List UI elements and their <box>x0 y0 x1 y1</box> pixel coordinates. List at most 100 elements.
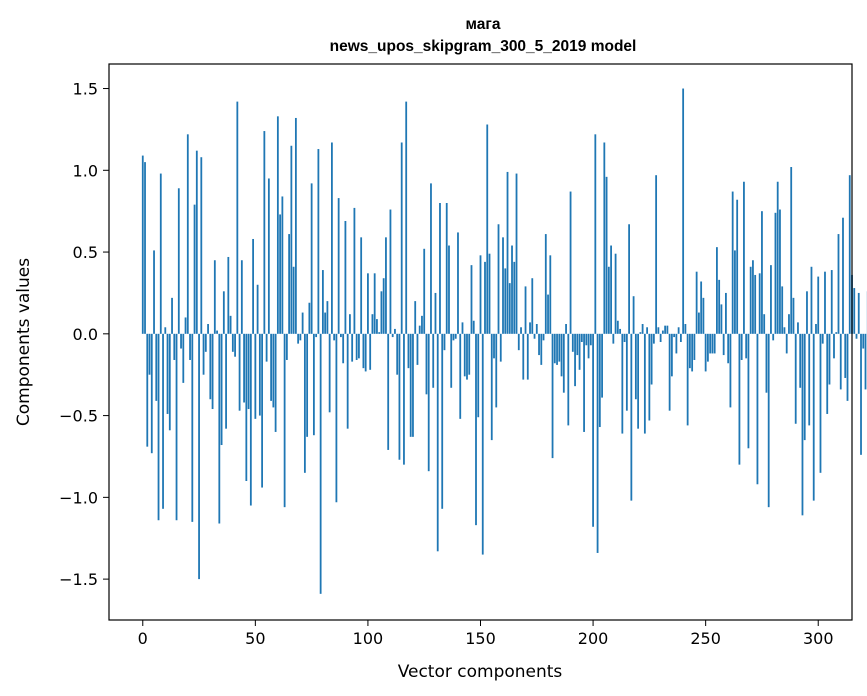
bar-308 <box>835 332 838 334</box>
bar-113 <box>396 333 399 375</box>
bar-192 <box>574 333 576 387</box>
x-tick-label: 150 <box>465 629 496 648</box>
bar-130 <box>434 292 437 334</box>
bar-57 <box>270 333 273 401</box>
bar-299 <box>815 324 817 334</box>
bar-87 <box>337 198 340 334</box>
bar-311 <box>842 217 844 334</box>
bar-224 <box>646 327 649 334</box>
bar-32 <box>213 260 216 334</box>
bar-136 <box>448 245 450 334</box>
bar-223 <box>643 333 646 434</box>
bar-92 <box>349 314 351 334</box>
bar-175 <box>535 324 538 334</box>
bar-120 <box>412 333 414 437</box>
bar-178 <box>542 333 545 341</box>
bar-59 <box>274 333 277 432</box>
bar-256 <box>718 279 721 334</box>
bar-75 <box>310 183 313 334</box>
bar-144 <box>466 333 468 380</box>
y-tick-label: −0.5 <box>59 407 98 426</box>
bar-280 <box>772 333 775 341</box>
bar-55 <box>265 333 268 362</box>
bar-199 <box>589 333 592 346</box>
bar-245 <box>693 333 696 360</box>
bar-45 <box>243 333 245 403</box>
bar-8 <box>159 173 162 334</box>
y-axis-ticks: −1.5 −1.0 −0.5 0.0 0.5 1.0 1.5 <box>59 80 109 589</box>
bar-286 <box>785 333 788 354</box>
bar-316 <box>853 288 856 334</box>
bar-49 <box>252 238 254 334</box>
bar-70 <box>299 333 302 341</box>
bar-3 <box>148 333 151 375</box>
bar-177 <box>540 333 543 365</box>
bar-310 <box>839 333 842 390</box>
bar-234 <box>668 333 671 411</box>
bar-105 <box>378 332 381 334</box>
bar-290 <box>794 333 797 424</box>
bar-279 <box>770 265 772 334</box>
bar-72 <box>303 333 306 473</box>
bar-152 <box>484 261 486 334</box>
bar-28 <box>204 333 207 352</box>
bar-98 <box>362 333 365 369</box>
bar-142 <box>461 322 464 334</box>
bar-251 <box>707 333 709 362</box>
bar-109 <box>387 333 390 450</box>
bar-135 <box>445 203 448 334</box>
bar-217 <box>630 333 633 501</box>
bar-1 <box>144 162 146 334</box>
bar-118 <box>407 333 410 369</box>
bar-239 <box>679 333 682 342</box>
bar-243 <box>688 333 691 369</box>
bar-160 <box>502 237 504 334</box>
x-tick-label: 50 <box>245 629 265 648</box>
bar-300 <box>817 276 820 334</box>
bar-244 <box>691 333 694 372</box>
bar-294 <box>803 333 806 441</box>
bar-321 <box>864 333 867 390</box>
bar-126 <box>425 333 428 395</box>
bar-255 <box>716 247 718 334</box>
bar-36 <box>222 291 225 334</box>
bar-208 <box>610 245 612 334</box>
chart-title: мага <box>466 16 501 33</box>
bar-122 <box>416 333 419 365</box>
bar-166 <box>515 173 518 334</box>
bar-210 <box>614 253 617 334</box>
bar-63 <box>283 333 286 508</box>
bar-74 <box>308 302 311 334</box>
bar-181 <box>549 255 552 334</box>
bar-285 <box>783 327 786 334</box>
bar-262 <box>731 191 734 334</box>
bar-305 <box>828 333 831 385</box>
bar-191 <box>571 333 574 352</box>
bar-195 <box>580 333 583 342</box>
bar-261 <box>729 333 732 408</box>
bar-238 <box>677 327 680 334</box>
bar-167 <box>517 333 520 351</box>
bar-83 <box>328 333 331 413</box>
bar-17 <box>180 333 182 349</box>
bar-146 <box>470 265 473 334</box>
bar-99 <box>364 333 367 372</box>
bar-301 <box>819 333 822 473</box>
bar-111 <box>391 333 394 338</box>
bar-237 <box>675 333 678 354</box>
bar-268 <box>745 333 748 359</box>
bar-248 <box>700 281 703 334</box>
bar-7 <box>157 333 160 521</box>
bar-119 <box>409 333 412 437</box>
bar-253 <box>711 333 714 354</box>
bar-147 <box>472 320 475 334</box>
bar-169 <box>522 333 525 380</box>
bar-282 <box>776 181 779 334</box>
y-tick-label: 1.5 <box>73 80 98 99</box>
bar-179 <box>544 234 547 334</box>
bar-129 <box>432 333 435 388</box>
bar-42 <box>236 101 239 334</box>
bar-205 <box>603 142 606 334</box>
x-tick-label: 0 <box>138 629 148 648</box>
bar-274 <box>758 273 761 334</box>
